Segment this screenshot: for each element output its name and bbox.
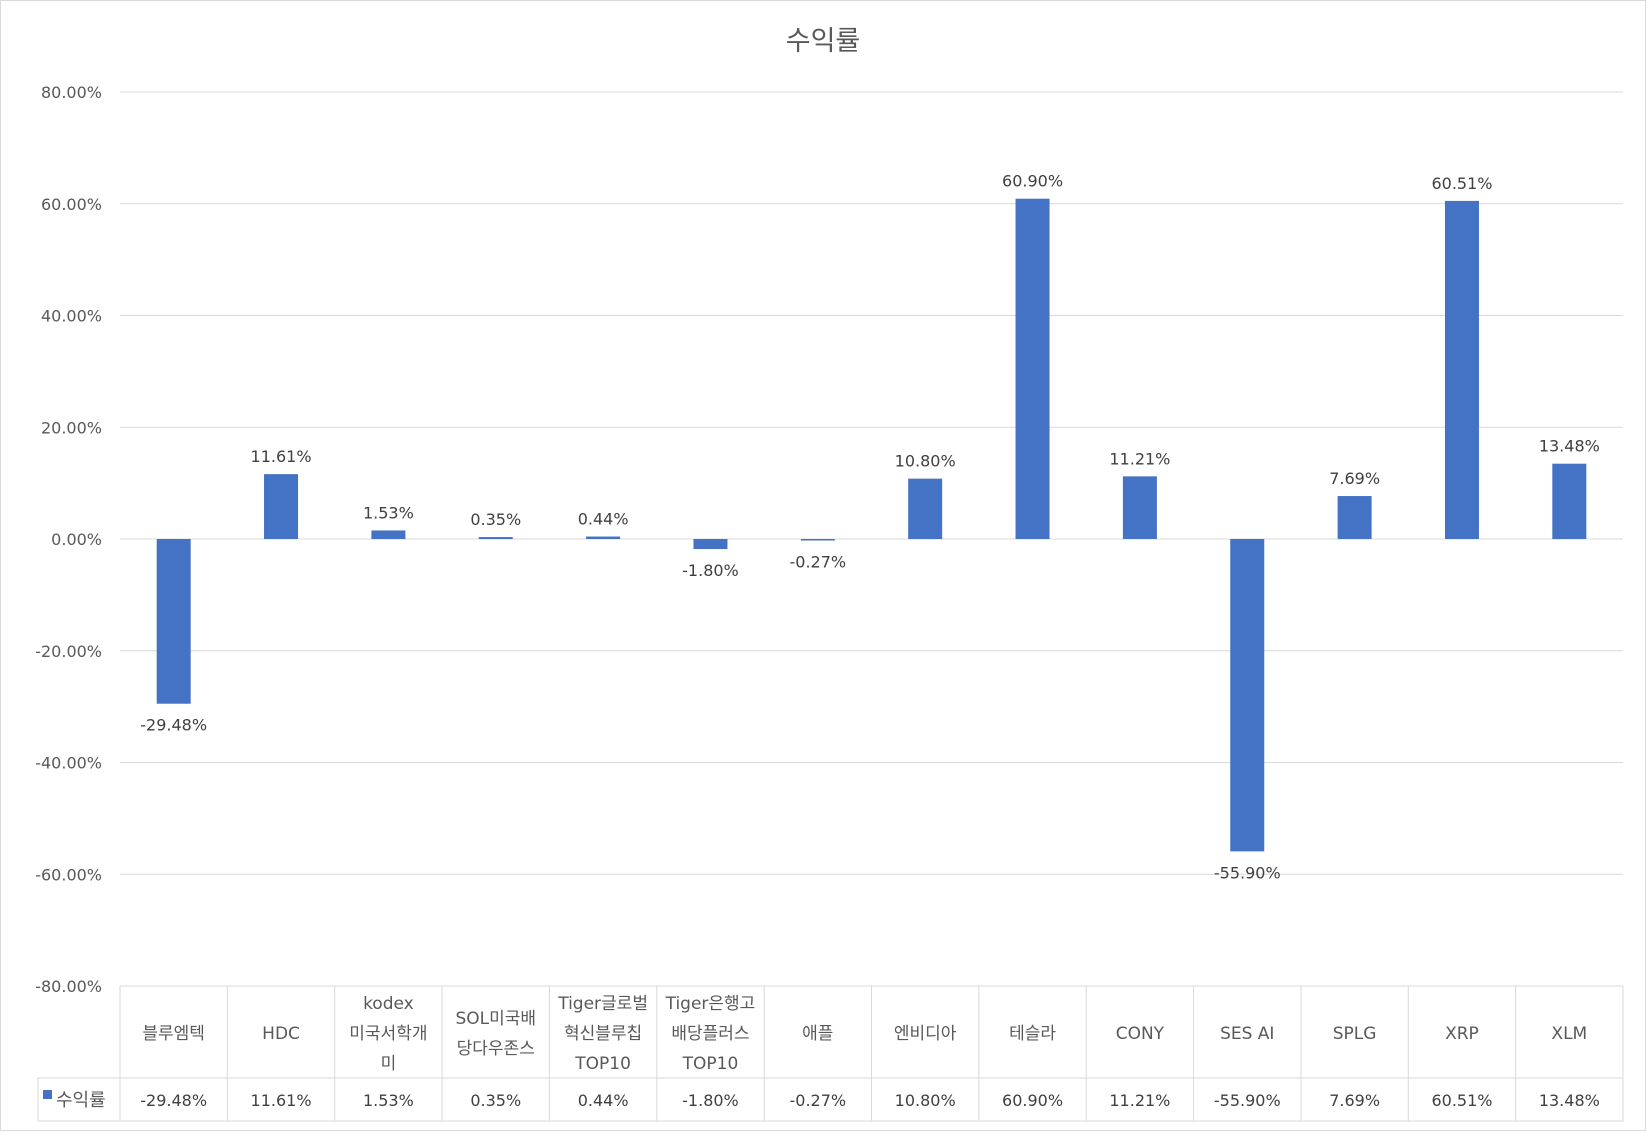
y-tick-label: 0.00% (51, 530, 102, 549)
data-label: -0.27% (790, 553, 847, 572)
chart-title: 수익률 (786, 26, 861, 57)
y-tick-label: -20.00% (35, 642, 102, 661)
gridlines (120, 91, 1623, 875)
data-labels: -29.48% 11.61% 1.53% 0.35% 0.44% -1.80% -0.27%… (140, 172, 1600, 883)
category-label: 애플 (802, 1024, 833, 1044)
table-value: -0.27% (790, 1091, 847, 1110)
y-tick-label: -60.00% (35, 865, 102, 884)
y-tick-label: 60.00% (41, 195, 102, 214)
category-label: SES AI (1220, 1024, 1274, 1044)
bar (156, 539, 191, 704)
bar (1552, 463, 1587, 539)
category-label: HDC (262, 1024, 300, 1044)
category-label: 엔비디아 (894, 1024, 957, 1044)
data-label: 60.51% (1431, 174, 1492, 193)
y-tick-label: 80.00% (41, 83, 102, 102)
table-value: 7.69% (1329, 1091, 1380, 1110)
data-label: -1.80% (682, 561, 739, 580)
data-label: 0.44% (578, 510, 629, 529)
data-label: 13.48% (1539, 437, 1600, 456)
category-label: 배당플러스 (671, 1024, 749, 1044)
data-label: 11.61% (251, 447, 312, 466)
bar (371, 530, 406, 539)
category-label: kodex (363, 994, 414, 1014)
table-value: 60.51% (1431, 1091, 1492, 1110)
table-value: 13.48% (1539, 1091, 1600, 1110)
bar (1015, 198, 1050, 539)
category-label: Tiger은행고 (665, 994, 756, 1014)
category-label: 혁신블루칩 (564, 1024, 642, 1044)
category-label: 당다우존스 (457, 1039, 535, 1059)
data-label: 1.53% (363, 503, 414, 522)
bar (693, 539, 728, 550)
category-label: SOL미국배 (455, 1009, 536, 1029)
category-label: TOP10 (682, 1054, 739, 1074)
table-value: -29.48% (140, 1091, 207, 1110)
y-axis-tick-labels: 80.00% 60.00% 40.00% 20.00% 0.00% -20.00% -40.… (35, 83, 102, 996)
bar (908, 478, 943, 539)
category-label: SPLG (1333, 1024, 1377, 1044)
y-tick-label: 40.00% (41, 307, 102, 326)
category-label: 테슬라 (1009, 1024, 1056, 1044)
bar (478, 537, 513, 539)
table-value: 10.80% (895, 1091, 956, 1110)
category-label: 미 (381, 1054, 397, 1074)
data-label: 11.21% (1109, 449, 1170, 468)
data-label: 10.80% (895, 452, 956, 471)
table-value: -55.90% (1214, 1091, 1281, 1110)
y-tick-label: -80.00% (35, 977, 102, 996)
bar (1230, 539, 1265, 852)
data-label: -29.48% (140, 716, 207, 735)
bar (800, 539, 835, 541)
table-value: 60.90% (1002, 1091, 1063, 1110)
bars (156, 198, 1587, 852)
table-value: 1.53% (363, 1091, 414, 1110)
category-label: XRP (1445, 1024, 1479, 1044)
category-label: 블루엠텍 (142, 1024, 205, 1044)
bar (586, 536, 621, 539)
table-value: -1.80% (682, 1091, 739, 1110)
data-label: 0.35% (470, 510, 521, 529)
category-label: CONY (1116, 1024, 1165, 1044)
data-label: 7.69% (1329, 469, 1380, 488)
data-label: -55.90% (1214, 863, 1281, 882)
bar (1444, 200, 1479, 539)
bar (1122, 476, 1157, 539)
bar (1337, 496, 1372, 539)
category-label: 미국서학개 (349, 1024, 427, 1044)
data-label: 60.90% (1002, 172, 1063, 191)
category-label: XLM (1551, 1024, 1587, 1044)
legend-label: 수익률 (56, 1090, 106, 1111)
table-value: 11.61% (251, 1091, 312, 1110)
category-label: TOP10 (574, 1054, 631, 1074)
table-value: 0.44% (578, 1091, 629, 1110)
table-value: 11.21% (1109, 1091, 1170, 1110)
legend-swatch (43, 1090, 52, 1099)
bar (264, 474, 299, 539)
y-tick-label: 20.00% (41, 418, 102, 437)
y-tick-label: -40.00% (35, 754, 102, 773)
table-value: 0.35% (470, 1091, 521, 1110)
category-label: Tiger글로벌 (557, 994, 648, 1014)
